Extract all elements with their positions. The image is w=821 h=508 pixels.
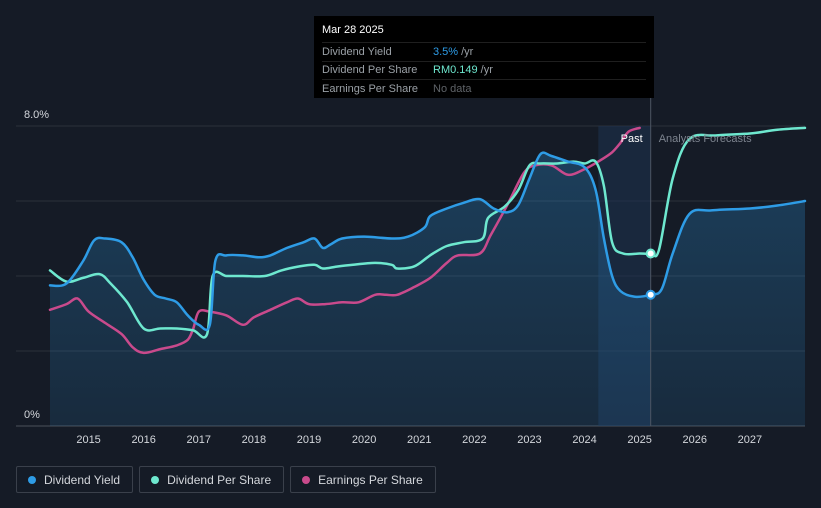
tooltip-unit: /yr <box>461 45 474 58</box>
y-axis-max-label: 8.0% <box>24 109 49 121</box>
tooltip-date: Mar 28 2025 <box>322 24 384 36</box>
y-axis-min-label: 0% <box>24 409 40 421</box>
tooltip: Mar 28 2025 Dividend Yield 3.5% /yr Divi… <box>314 16 654 98</box>
x-tick-label: 2020 <box>352 434 376 446</box>
tooltip-label: Dividend Per Share <box>322 64 418 77</box>
legend-label: Dividend Per Share <box>167 472 272 487</box>
cursor-markers <box>645 248 656 300</box>
x-tick-label: 2021 <box>407 434 431 446</box>
x-tick-label: 2023 <box>517 434 541 446</box>
legend-item-earnings-per-share[interactable]: Earnings Per Share <box>290 466 436 493</box>
series-line-dividend-per-share <box>48 126 807 339</box>
legend-label: Earnings Per Share <box>318 472 423 487</box>
tooltip-row-dividend-yield: Dividend Yield 3.5% /yr <box>322 42 646 61</box>
series-line-dividend-yield <box>48 151 807 332</box>
legend-dot-icon <box>28 475 36 484</box>
tooltip-label: Earnings Per Share <box>322 82 418 95</box>
x-tick-label: 2022 <box>462 434 486 446</box>
cursor-marker-dividend-per-share <box>645 248 656 259</box>
legend-dot-icon <box>302 475 311 484</box>
cursor-marker-dividend-yield <box>645 289 656 300</box>
x-tick-label: 2025 <box>627 434 651 446</box>
series-line-earnings-per-share <box>48 126 641 355</box>
legend: Dividend Yield Dividend Per Share Earnin… <box>16 466 436 493</box>
x-tick-label: 2017 <box>187 434 211 446</box>
x-tick-label: 2024 <box>572 434 596 446</box>
tooltip-value: 3.5% <box>433 45 459 58</box>
tooltip-value: No data <box>433 82 472 95</box>
series-area-dividend-yield <box>50 152 805 426</box>
series-areas <box>50 152 805 426</box>
x-tick-label: 2018 <box>242 434 266 446</box>
legend-dot-icon <box>151 475 160 484</box>
x-tick-label: 2015 <box>76 434 100 446</box>
tooltip-row-earnings-per-share: Earnings Per Share No data <box>322 79 646 98</box>
series-lines <box>48 126 807 355</box>
tooltip-unit: /yr <box>480 64 493 77</box>
legend-label: Dividend Yield <box>44 472 121 487</box>
tooltip-label: Dividend Yield <box>322 45 392 58</box>
forecast-region-label: Analysts Forecasts <box>659 133 752 145</box>
x-tick-label: 2026 <box>683 434 707 446</box>
x-tick-label: 2019 <box>297 434 321 446</box>
x-tick-label: 2016 <box>131 434 155 446</box>
x-tick-label: 2027 <box>738 434 762 446</box>
legend-item-dividend-per-share[interactable]: Dividend Per Share <box>139 466 285 493</box>
x-axis-ticks: 2015 2016 2017 2018 2019 2020 2021 2022 2023 2024… <box>76 434 762 446</box>
past-region-label: Past <box>621 133 643 145</box>
legend-item-dividend-yield[interactable]: Dividend Yield <box>16 466 134 493</box>
tooltip-value: RM0.149 <box>433 64 478 77</box>
tooltip-row-dividend-per-share: Dividend Per Share RM0.149 /yr <box>322 60 646 80</box>
